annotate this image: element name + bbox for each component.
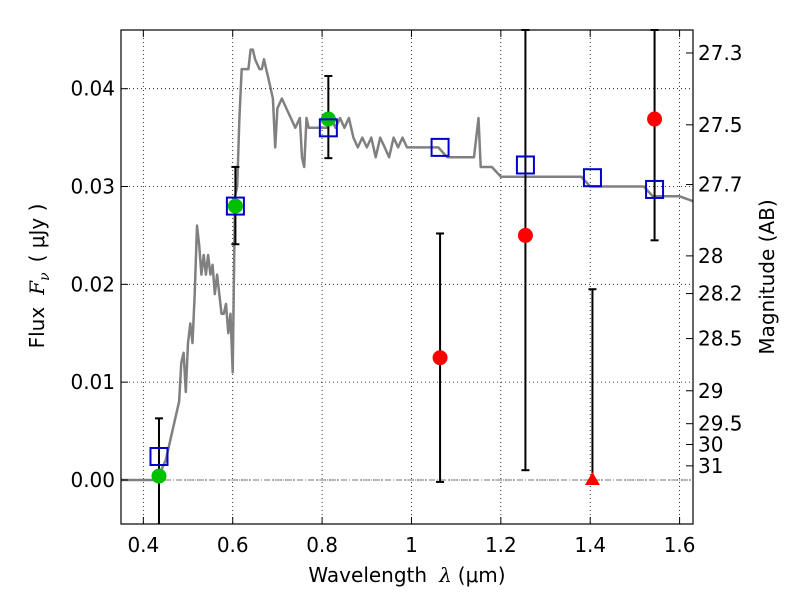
- y-tick-label: 0.04: [70, 77, 115, 101]
- marker-layer: [149, 111, 665, 485]
- magnitude-tick-label: 31: [698, 454, 723, 478]
- x-tick-label: 0.6: [217, 533, 249, 557]
- model-photometry-square: [149, 447, 169, 467]
- y-tick-layer: 0.00 0.01 0.02 0.03 0.04: [70, 77, 128, 492]
- magnitude-tick-label: 28.2: [698, 282, 743, 306]
- low-significance-point: [432, 350, 448, 366]
- model-photometry-square: [318, 118, 338, 138]
- magnitude-tick-label: 28.5: [698, 327, 743, 351]
- y-axis-label-unit: ( μJy ): [25, 204, 49, 263]
- model-spectrum-layer: [121, 48, 694, 482]
- low-significance-point: [647, 111, 663, 127]
- detection-point: [227, 198, 243, 214]
- x-axis-label-symbol: λ: [438, 563, 452, 587]
- y-tick-label: 0.00: [70, 468, 115, 492]
- magnitude-tick-label: 28: [698, 244, 723, 268]
- x-axis-label-unit: (μm): [458, 563, 506, 587]
- magnitude-tick-label: 27.5: [698, 113, 743, 137]
- x-tick-layer: 0.4 0.6 0.8 1 1.2 1.4 1.6: [127, 30, 696, 557]
- x-axis-label: Wavelength λ (μm): [308, 563, 505, 587]
- magnitude-tick-label: 30: [698, 432, 723, 456]
- magnitude-tick-label: 27.3: [698, 41, 743, 65]
- y-tick-label: 0.01: [70, 370, 115, 394]
- x-tick-label: 1.4: [574, 533, 606, 557]
- magnitude-tick-label: 29: [698, 379, 723, 403]
- upper-limit-marker: [584, 471, 600, 485]
- y-tick-label: 0.03: [70, 175, 115, 199]
- magnitude-tick-label: 27.7: [698, 173, 743, 197]
- model-photometry-square: [515, 155, 535, 175]
- y-axis-label-symbol: F: [25, 280, 49, 296]
- x-tick-label: 1: [405, 533, 418, 557]
- magnitude-tick-label: 29.5: [698, 412, 743, 436]
- low-significance-point: [517, 227, 533, 243]
- y-tick-label: 0.02: [70, 272, 115, 296]
- model-spectrum-line: [121, 48, 694, 482]
- right-axis-label: Magnitude (AB): [755, 199, 779, 354]
- x-axis-label-text: Wavelength: [308, 563, 427, 587]
- y-axis-label-text: Flux: [25, 307, 49, 349]
- y-axis-label-subscript: ν: [37, 272, 53, 281]
- x-tick-label: 0.8: [306, 533, 338, 557]
- model-photometry-square: [582, 168, 602, 188]
- x-tick-label: 1.2: [485, 533, 517, 557]
- plot-frame: [120, 29, 694, 525]
- model-photometry-square: [225, 196, 245, 216]
- y-axis-label: Flux Fν ( μJy ): [25, 204, 53, 349]
- model-photometry-square: [645, 179, 665, 199]
- model-photometry-square: [430, 137, 450, 157]
- x-tick-label: 0.4: [127, 533, 159, 557]
- detection-point: [151, 468, 167, 484]
- x-tick-label: 1.6: [664, 533, 696, 557]
